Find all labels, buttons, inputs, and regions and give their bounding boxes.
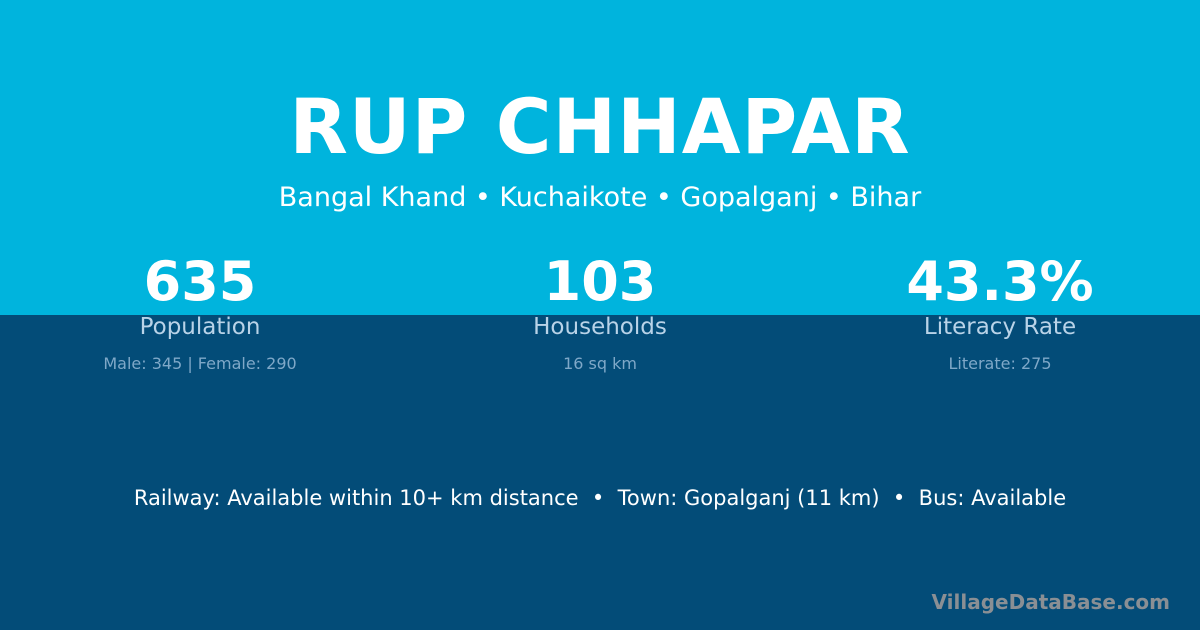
literacy-value: 43.3% — [906, 250, 1094, 313]
population-detail: Male: 345 | Female: 290 — [103, 354, 297, 373]
households-detail: 16 sq km — [563, 354, 637, 373]
header-band — [0, 0, 1200, 315]
brand-logo: VillageDataBase.com — [931, 590, 1170, 614]
households-value: 103 — [543, 250, 657, 313]
village-title: RUP CHHAPAR — [289, 82, 911, 171]
connectivity-info: Railway: Available within 10+ km distanc… — [133, 486, 1067, 510]
literacy-detail: Literate: 275 — [948, 354, 1052, 373]
population-label: Population — [139, 314, 261, 340]
literacy-label: Literacy Rate — [923, 314, 1077, 340]
households-label: Households — [533, 314, 667, 340]
population-value: 635 — [143, 250, 257, 313]
location-breadcrumb: Bangal Khand • Kuchaikote • Gopalganj • … — [278, 182, 922, 213]
